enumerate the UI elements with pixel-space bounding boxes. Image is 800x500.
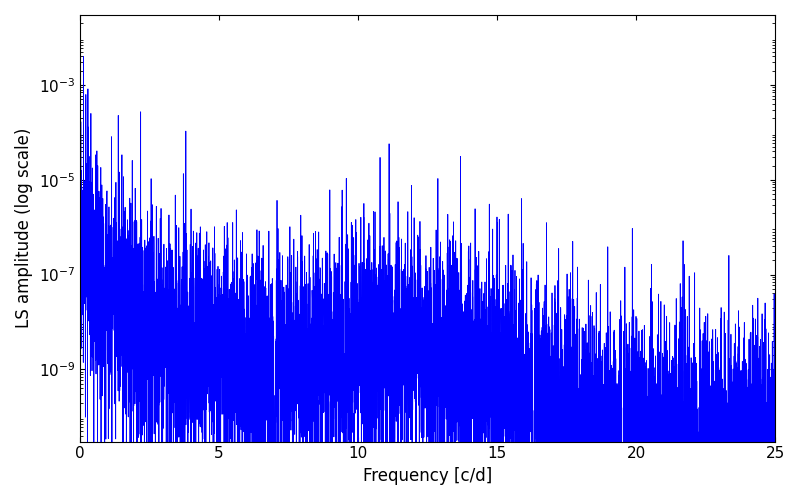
X-axis label: Frequency [c/d]: Frequency [c/d] [363,467,492,485]
Y-axis label: LS amplitude (log scale): LS amplitude (log scale) [15,128,33,328]
